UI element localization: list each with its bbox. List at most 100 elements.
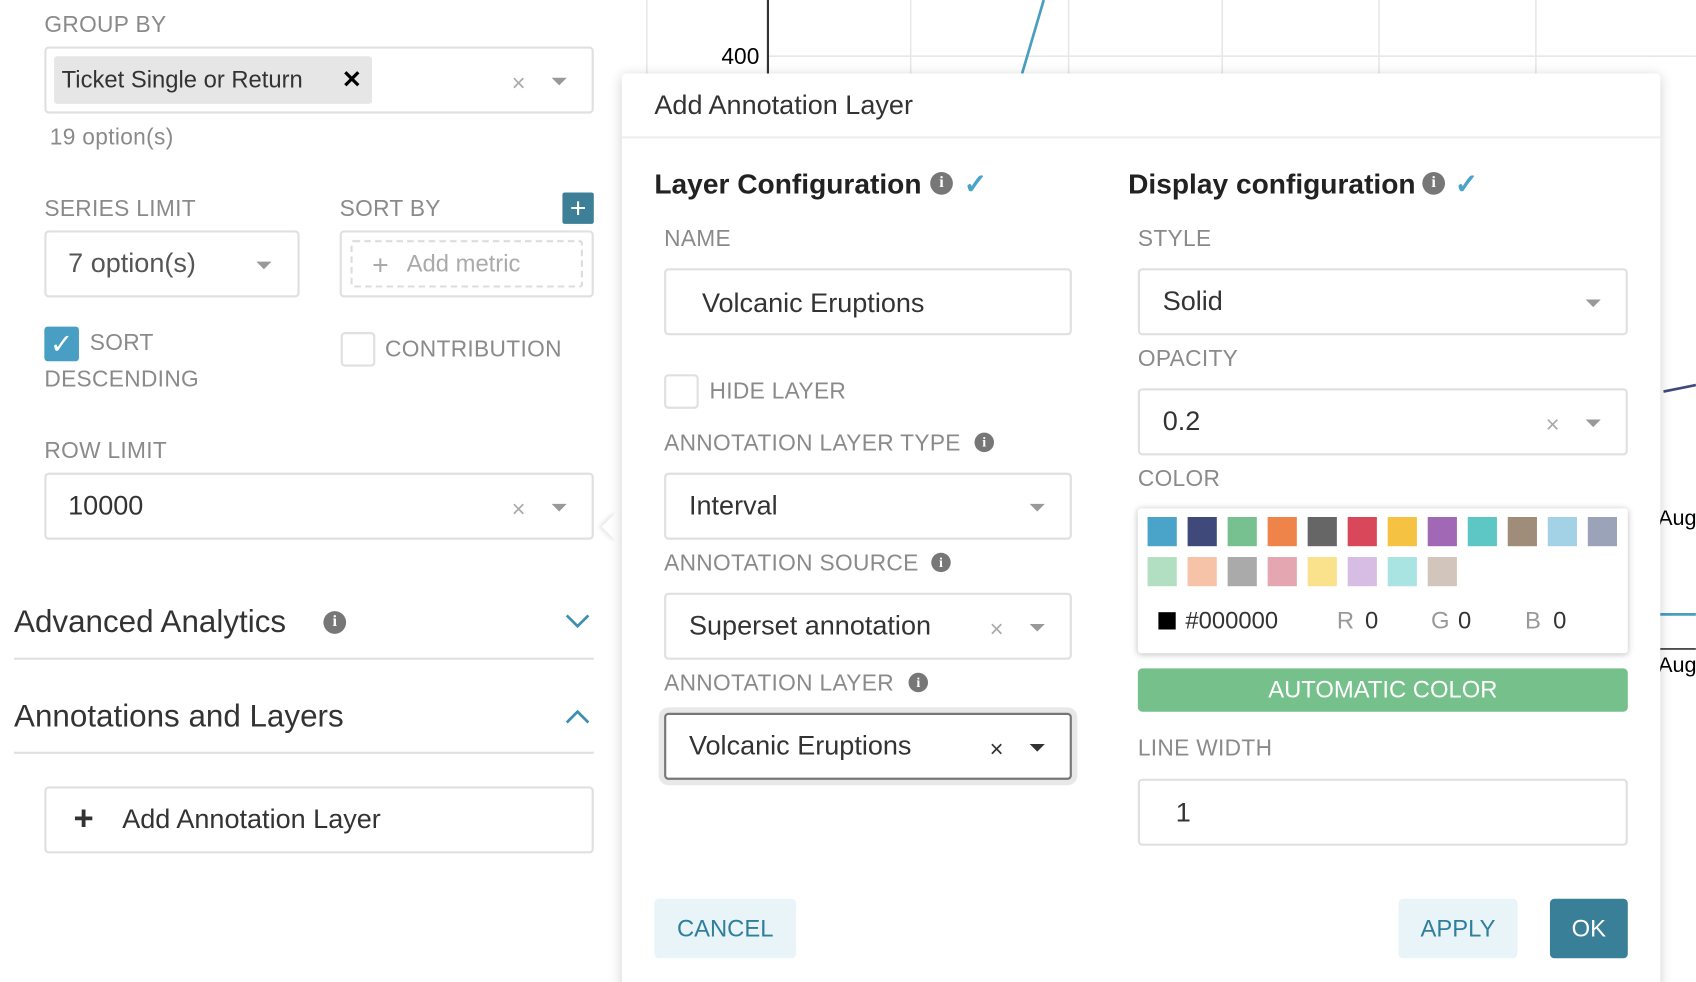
channel-label: B <box>1525 606 1541 634</box>
color-swatch[interactable] <box>1227 557 1257 587</box>
hint: 19 option(s) <box>49 124 174 150</box>
opacity-select[interactable] <box>1137 388 1628 456</box>
line-width-input[interactable] <box>1137 778 1628 846</box>
label: COLOR <box>1137 466 1221 492</box>
color-swatch[interactable] <box>1307 557 1337 587</box>
apply-button[interactable]: APPLY <box>1398 898 1518 959</box>
channel-label: R <box>1336 606 1355 634</box>
style-select[interactable] <box>1137 268 1628 336</box>
value: Volcanic Eruptions <box>701 288 925 319</box>
value: Interval <box>688 490 778 521</box>
section-title: Layer Configuration <box>654 167 922 201</box>
label: ANNOTATION LAYER <box>664 671 894 697</box>
value: Volcanic Eruptions <box>688 730 912 761</box>
color-swatch[interactable] <box>1507 517 1537 547</box>
color-swatch[interactable] <box>1147 517 1177 547</box>
checkbox-label: DESCENDING <box>44 367 200 393</box>
source-select[interactable] <box>664 592 1072 660</box>
color-swatch[interactable] <box>1427 557 1457 587</box>
color-swatch[interactable] <box>1267 517 1297 547</box>
info-icon: i <box>930 171 953 195</box>
clear[interactable]: × <box>1545 411 1560 439</box>
clear[interactable]: × <box>511 495 526 523</box>
color-swatch[interactable] <box>1387 517 1417 547</box>
caret[interactable] <box>1585 299 1601 308</box>
channel-value[interactable]: 0 <box>1553 606 1567 634</box>
plus: + <box>73 798 94 838</box>
checkbox-checked[interactable]: ✓ <box>44 326 79 362</box>
x-tick-label: Aug <box>1658 506 1696 531</box>
label: OPACITY <box>1137 346 1239 372</box>
modal-title: Add Annotation Layer <box>654 90 913 121</box>
checkbox-label: CONTRIBUTION <box>385 336 562 362</box>
value: 1 <box>1175 797 1191 828</box>
value: Superset annotation <box>688 610 932 641</box>
label: NAME <box>664 226 732 252</box>
label: SORT BY <box>339 196 441 222</box>
caret[interactable] <box>1029 623 1045 632</box>
tag-remove[interactable]: ✕ <box>341 65 362 94</box>
color-swatch[interactable] <box>1187 557 1217 587</box>
label: LINE WIDTH <box>1137 736 1273 761</box>
color-swatch[interactable] <box>1227 517 1257 547</box>
checkbox[interactable] <box>340 332 376 367</box>
add-annotation-button[interactable] <box>44 786 594 854</box>
info-icon: i <box>323 611 347 634</box>
add-button[interactable]: + <box>562 193 594 224</box>
type-select[interactable] <box>664 472 1072 540</box>
ok-button[interactable]: OK <box>1549 898 1628 959</box>
channel-label: G <box>1430 606 1450 634</box>
chevron-up[interactable] <box>565 708 591 725</box>
color-swatch[interactable] <box>1267 557 1297 587</box>
row-limit-select[interactable] <box>44 472 594 540</box>
value: 10000 <box>68 490 144 521</box>
caret[interactable] <box>1585 419 1601 428</box>
color-swatch[interactable] <box>1547 517 1577 547</box>
clear[interactable]: × <box>511 69 526 97</box>
caret[interactable] <box>551 503 567 512</box>
section-title[interactable]: Advanced Analytics <box>14 605 287 640</box>
check: ✓ <box>963 167 988 201</box>
checkbox-label: SORT <box>89 330 154 356</box>
clear[interactable]: × <box>989 735 1004 763</box>
color-preview <box>1158 612 1176 630</box>
caret[interactable] <box>551 77 567 86</box>
caret[interactable] <box>1029 744 1045 752</box>
color-swatch[interactable] <box>1587 517 1617 547</box>
info-icon: i <box>974 432 994 453</box>
value: Solid <box>1162 286 1223 317</box>
color-swatch[interactable] <box>1347 557 1377 587</box>
y-tick-label: 400 <box>721 44 760 70</box>
check: ✓ <box>1454 167 1479 201</box>
divider <box>621 136 1661 139</box>
dashed-box <box>350 240 583 288</box>
channel-value[interactable]: 0 <box>1364 606 1379 634</box>
color-swatch[interactable] <box>1307 517 1337 547</box>
cancel-button[interactable]: CANCEL <box>654 898 797 959</box>
color-swatch[interactable] <box>1187 517 1217 547</box>
divider <box>14 751 594 754</box>
caret[interactable] <box>256 261 272 270</box>
automatic-color-button[interactable]: AUTOMATIC COLOR <box>1137 668 1628 712</box>
name-input[interactable] <box>664 268 1072 336</box>
color-swatch[interactable] <box>1347 517 1377 547</box>
divider <box>14 657 594 660</box>
color-swatch[interactable] <box>1147 557 1177 587</box>
hex-value[interactable]: #000000 <box>1185 606 1279 634</box>
value: 7 option(s) <box>68 248 196 279</box>
color-swatch[interactable] <box>1467 517 1497 547</box>
tag <box>54 56 373 104</box>
color-swatch[interactable] <box>1427 517 1457 547</box>
checkbox[interactable] <box>664 374 699 409</box>
label: SERIES LIMIT <box>44 196 196 222</box>
plus: + <box>372 248 389 282</box>
layer-select[interactable] <box>664 712 1072 780</box>
placeholder: Add metric <box>406 249 521 277</box>
caret[interactable] <box>1029 503 1045 512</box>
color-swatch[interactable] <box>1387 557 1417 587</box>
section-title[interactable]: Annotations and Layers <box>14 699 344 734</box>
clear[interactable]: × <box>989 615 1004 643</box>
channel-value[interactable]: 0 <box>1457 606 1472 634</box>
chevron-down[interactable] <box>565 612 591 629</box>
label: ANNOTATION SOURCE <box>664 551 919 576</box>
